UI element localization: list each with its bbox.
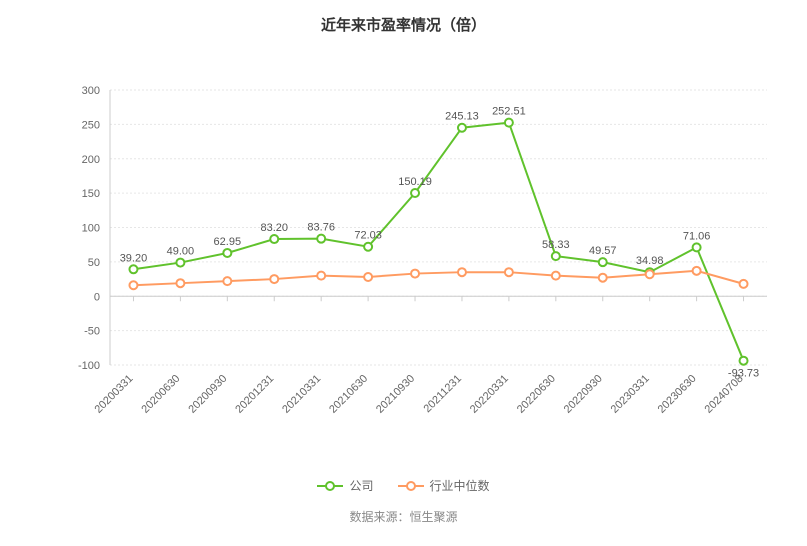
value-label: 245.13 [445,111,479,123]
y-tick-label: 0 [94,291,100,303]
data-point[interactable] [317,272,325,280]
data-point[interactable] [223,249,231,257]
data-point[interactable] [458,268,466,276]
legend-label-company: 公司 [349,477,373,494]
x-tick-label: 20230630 [656,373,699,416]
data-point[interactable] [129,281,137,289]
data-point[interactable] [646,270,654,278]
y-tick-label: 50 [88,257,100,269]
legend-swatch-median [398,479,424,493]
y-tick-label: 100 [82,223,100,235]
legend-label-median: 行业中位数 [430,477,490,494]
data-point[interactable] [364,243,372,251]
chart-title: 近年来市盈率情况（倍） [0,0,807,35]
data-point[interactable] [693,267,701,275]
data-source-prefix: 数据来源： [349,510,409,524]
value-label: 62.95 [214,236,242,248]
data-point[interactable] [599,258,607,266]
x-tick-label: 20200930 [186,373,229,416]
legend-item-company[interactable]: 公司 [317,477,373,494]
value-label: 252.51 [492,106,526,118]
data-point[interactable] [317,235,325,243]
value-label: 34.98 [636,255,664,267]
data-point[interactable] [599,274,607,282]
data-point[interactable] [740,280,748,288]
value-label: 72.03 [354,230,382,242]
data-point[interactable] [364,273,372,281]
value-label: 83.20 [260,222,288,234]
data-point[interactable] [411,189,419,197]
x-tick-label: 20220331 [468,373,511,416]
data-source-text: 恒生聚源 [410,510,458,524]
x-tick-label: 20230331 [609,373,652,416]
value-label: 49.57 [589,245,617,257]
data-point[interactable] [693,243,701,251]
x-tick-label: 20220630 [515,373,558,416]
value-label: 49.00 [167,246,195,258]
data-point[interactable] [176,279,184,287]
x-tick-label: 20210630 [327,373,370,416]
data-point[interactable] [411,270,419,278]
y-tick-label: 250 [82,119,100,131]
x-tick-label: 20200331 [92,373,135,416]
data-point[interactable] [552,252,560,260]
data-point[interactable] [176,259,184,267]
data-point[interactable] [505,268,513,276]
value-label: 71.06 [683,230,711,242]
x-tick-label: 20200630 [139,373,182,416]
legend-swatch-company [317,479,343,493]
data-source: 数据来源：恒生聚源 [0,508,807,525]
x-tick-label: 20210331 [280,373,323,416]
legend-item-median[interactable]: 行业中位数 [398,477,490,494]
value-label: 39.20 [120,252,148,264]
chart-container: 近年来市盈率情况（倍） -100 -50 0 50 100 150 200 250 300 202… [0,0,807,546]
y-tick-label: -100 [78,360,100,372]
x-tick-label: 20211231 [422,373,465,416]
y-tick-label: 150 [82,188,100,200]
y-tick-label: 200 [82,154,100,166]
data-point[interactable] [270,235,278,243]
legend: 公司 行业中位数 [0,477,807,494]
y-tick-label: -50 [84,326,100,338]
value-label: 58.33 [542,239,570,251]
value-label: 83.76 [307,222,335,234]
y-tick-label: 300 [82,85,100,97]
data-point[interactable] [458,124,466,132]
data-point[interactable] [552,272,560,280]
x-tick-label: 20201231 [233,373,276,416]
data-point[interactable] [223,277,231,285]
value-label: 150.19 [398,176,432,188]
x-tick-label: 20210930 [374,373,417,416]
value-label: -93.73 [728,368,759,380]
data-point[interactable] [129,265,137,273]
data-point[interactable] [505,119,513,127]
x-tick-label: 20220930 [562,373,605,416]
data-point[interactable] [270,275,278,283]
line-chart: -100 -50 0 50 100 150 200 250 300 202003312020063… [0,35,807,475]
data-point[interactable] [740,357,748,365]
